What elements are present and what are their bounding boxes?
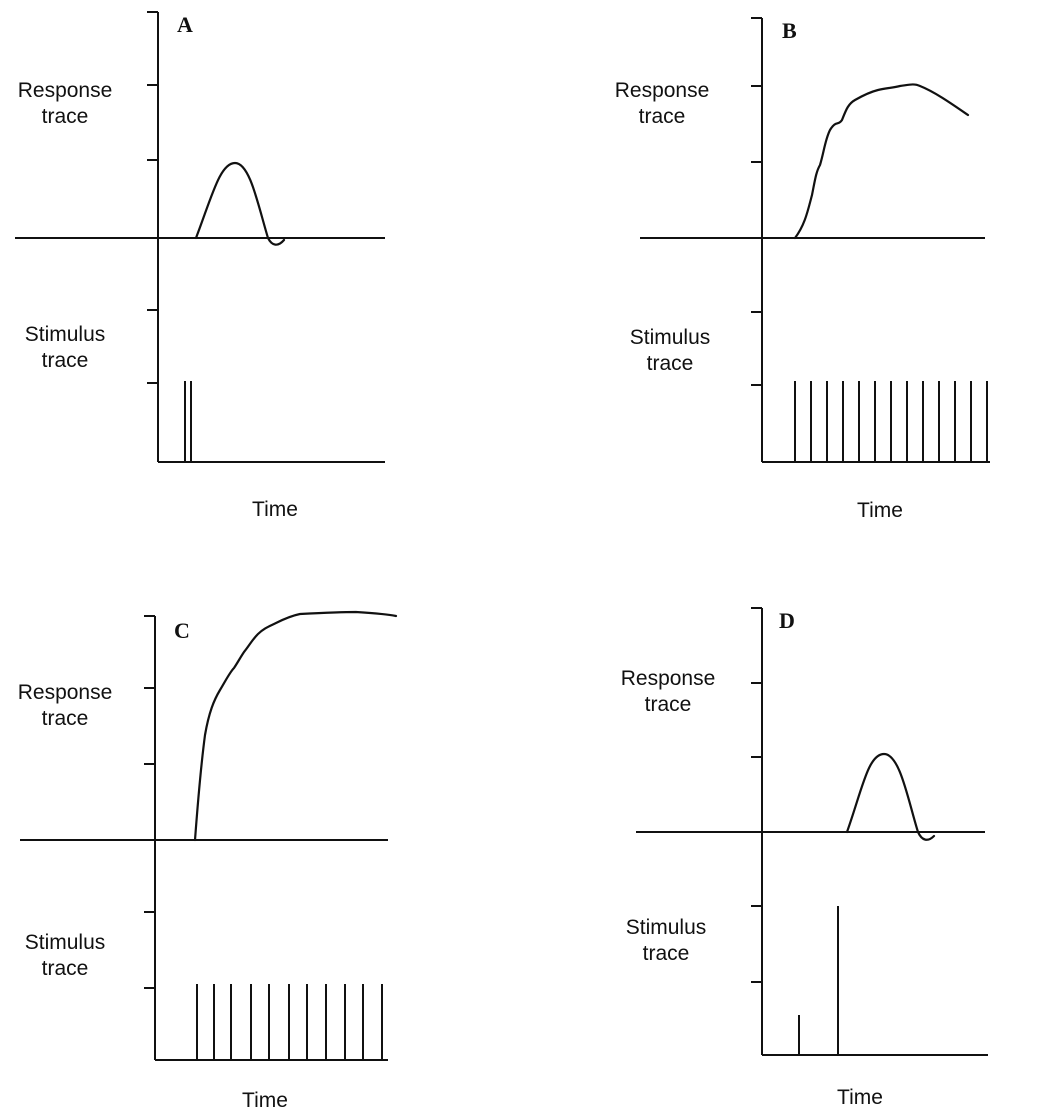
stimulus-trace-label: Stimulus trace (24, 323, 106, 372)
panel-b: B Response trace Stimulus trace Time (614, 17, 990, 522)
panel-a-plot (15, 11, 385, 463)
response-curve (193, 610, 398, 842)
stimulus-trace-label: Stimulus trace (625, 916, 707, 965)
time-label: Time (242, 1089, 288, 1112)
stimulus-pulses (196, 984, 383, 1060)
panel-c: C Response trace Stimulus trace Time (17, 610, 398, 1112)
stimulus-trace-label: Stimulus trace (629, 326, 711, 375)
response-trace-label: Response trace (614, 79, 710, 128)
response-curve (793, 83, 970, 240)
panel-c-plot (20, 610, 398, 1061)
response-trace-label: Response trace (17, 681, 113, 730)
response-trace-label: Response trace (17, 79, 113, 128)
stimulus-pulses (794, 381, 988, 462)
panel-letter: D (779, 608, 795, 633)
response-curve (194, 161, 286, 246)
time-label: Time (837, 1086, 883, 1109)
time-label: Time (857, 499, 903, 522)
panel-b-plot (640, 17, 990, 463)
stimulus-trace-label: Stimulus trace (24, 931, 106, 980)
response-trace-label: Response trace (620, 667, 716, 716)
panel-letter: C (174, 618, 190, 643)
panel-letter: A (177, 12, 193, 37)
panel-a: A Response trace Stimulus trace Time (0, 0, 530, 560)
response-curve (845, 752, 936, 841)
time-label: Time (252, 498, 298, 521)
panel-letter: B (782, 18, 797, 43)
